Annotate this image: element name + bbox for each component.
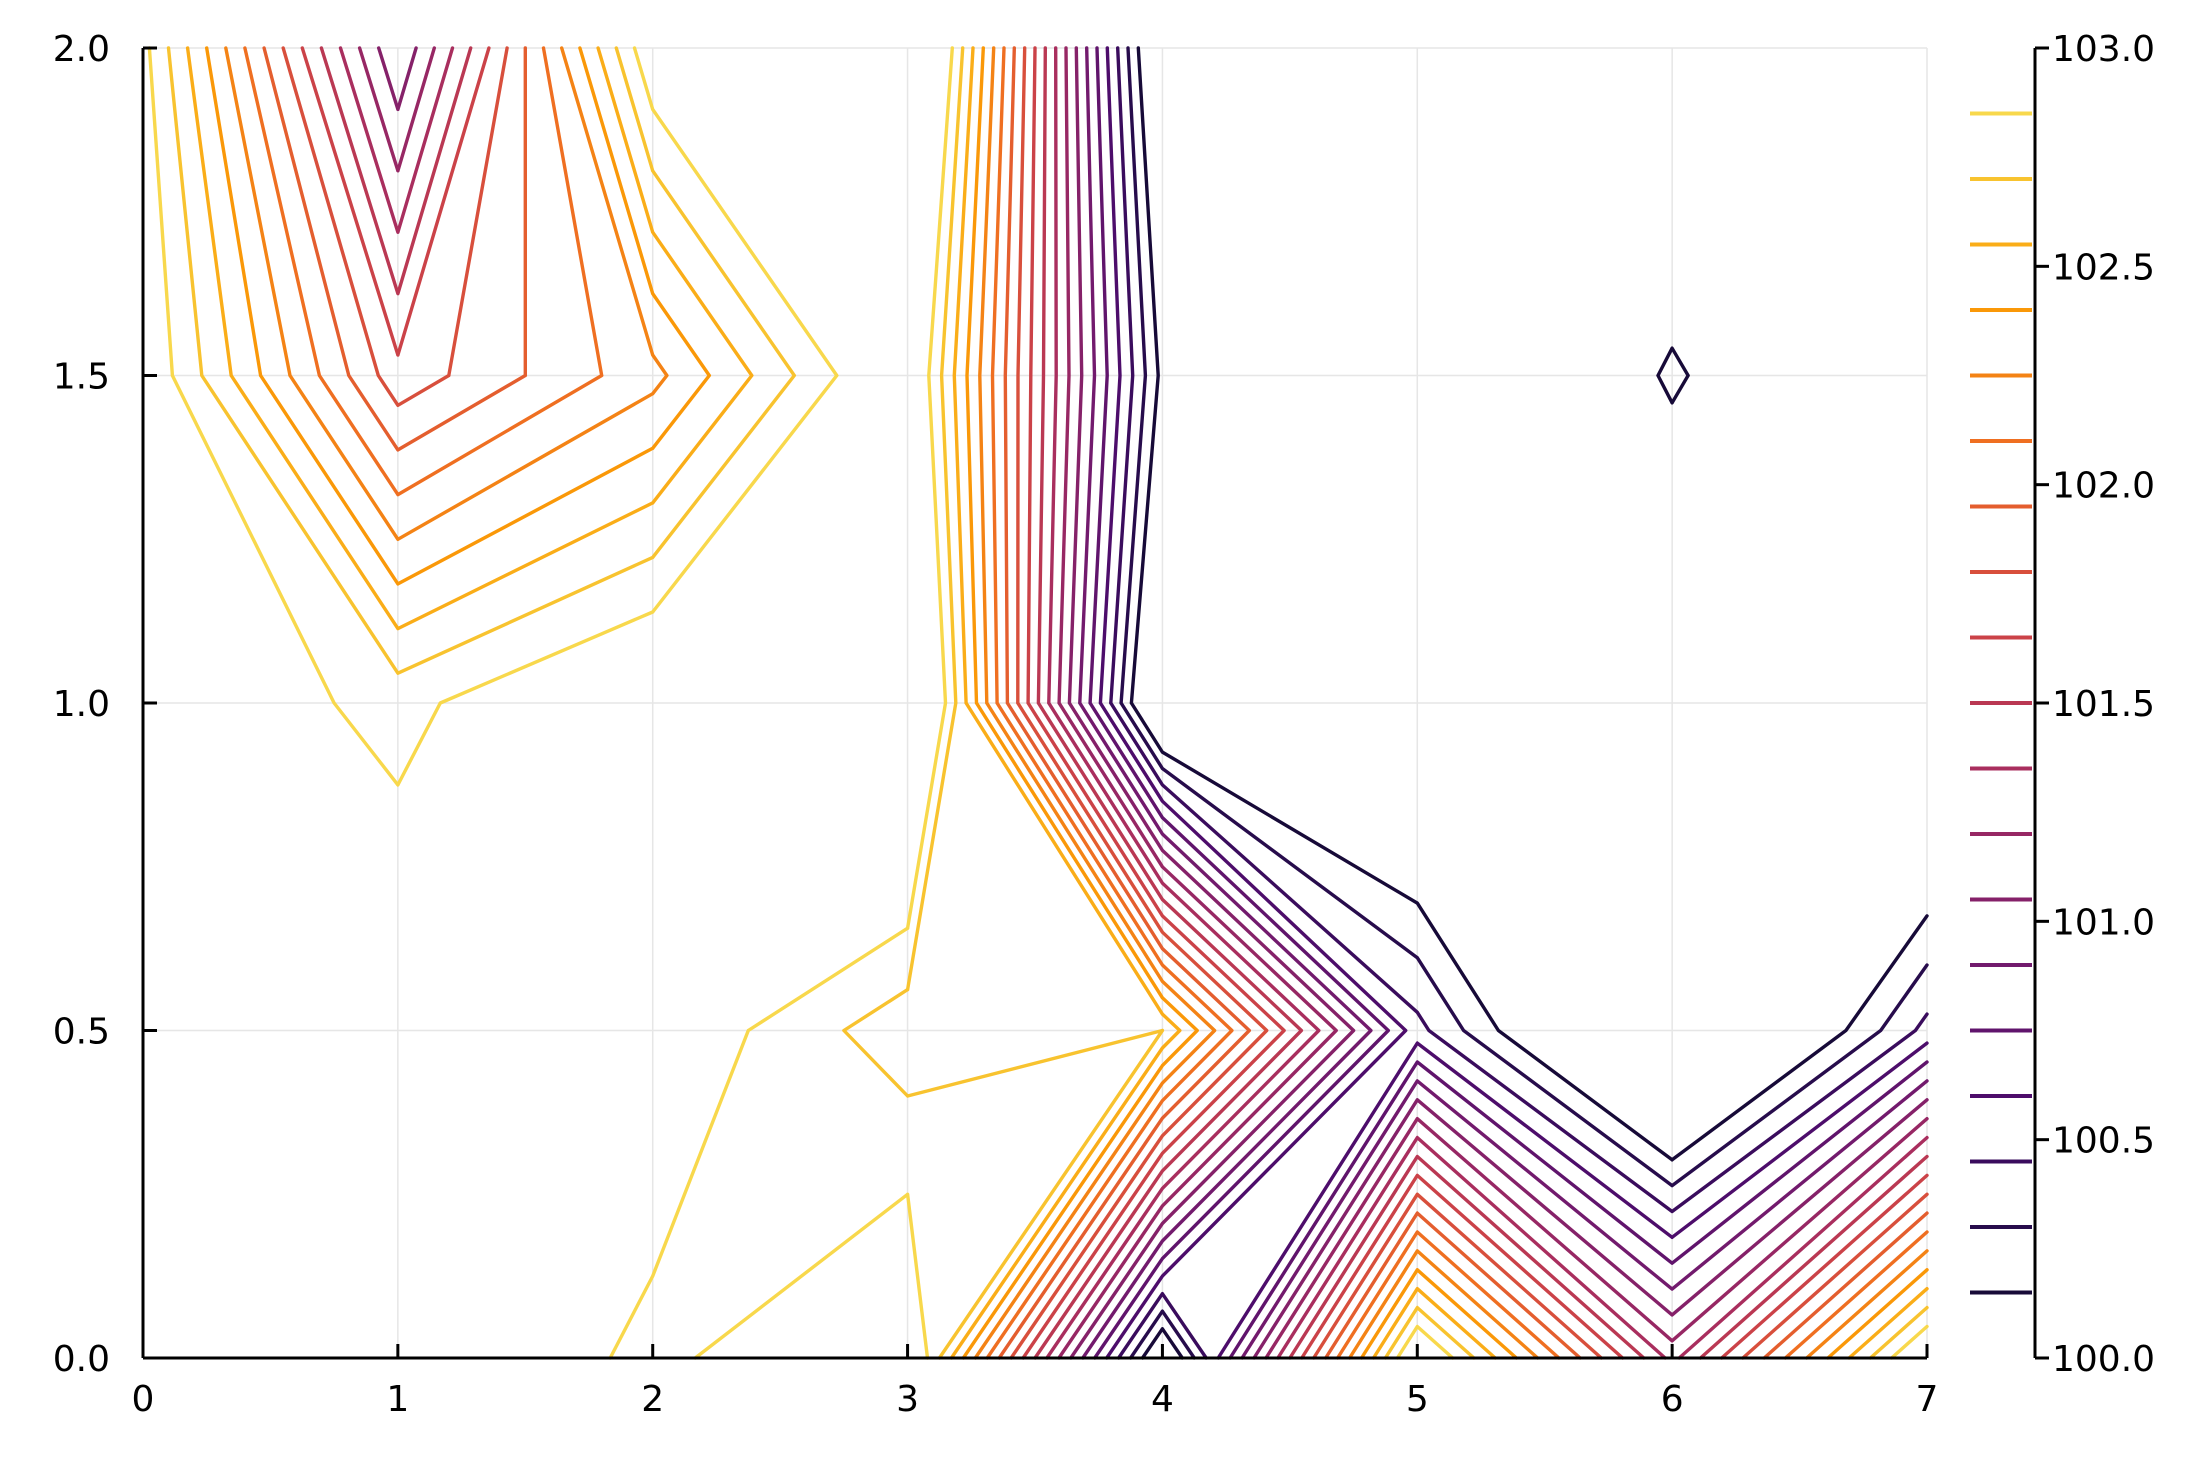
- colorbar: 100.0 100.5 101.0 101.5 102.0 102.5 103.0: [1970, 29, 2155, 1380]
- y-tick-label-4: 2.0: [53, 29, 110, 70]
- contour-level-17: [166, 46, 1929, 1360]
- x-tick-label-7: 7: [1916, 1379, 1939, 1420]
- y-tick-label-2: 1.0: [53, 684, 110, 725]
- contour-lines: [147, 46, 1929, 1360]
- contour-level-3: [1098, 46, 1929, 1360]
- contour-level-13: [243, 46, 1929, 1360]
- contour-level-16: [185, 46, 1929, 1360]
- colorbar-tick-label-5: 102.5: [2052, 247, 2155, 288]
- contour-level-14: [224, 46, 1929, 1360]
- x-tick-label-1: 1: [386, 1379, 409, 1420]
- grid-lines: [142, 47, 1928, 1359]
- x-tick-label-4: 4: [1151, 1379, 1174, 1420]
- contour-level-2: [1109, 46, 1929, 1360]
- contour-level-15: [205, 46, 1929, 1360]
- colorbar-tick-label-2: 101.0: [2052, 902, 2155, 943]
- x-tick-label-0: 0: [132, 1379, 155, 1420]
- contour-level-10: [300, 46, 1929, 1360]
- contour-level-11: [281, 46, 1929, 1360]
- y-tick-label-3: 1.5: [53, 357, 110, 398]
- contour-level-18: [147, 46, 1929, 1360]
- x-tick-label-6: 6: [1661, 1379, 1684, 1420]
- y-tick-label-1: 0.5: [53, 1012, 110, 1053]
- contour-level-9: [319, 46, 1929, 1360]
- contour-level-1: [1119, 46, 1929, 1360]
- contour-level-8: [338, 46, 1929, 1360]
- colorbar-tick-label-1: 100.5: [2052, 1121, 2155, 1162]
- x-tick-label-5: 5: [1406, 1379, 1429, 1420]
- contour-level-5: [1078, 46, 1929, 1360]
- x-tick-label-2: 2: [641, 1379, 664, 1420]
- contour-level-12: [262, 46, 1929, 1360]
- colorbar-tick-label-4: 102.0: [2052, 466, 2155, 507]
- contour-level-7: [357, 46, 1929, 1360]
- x-tick-label-3: 3: [896, 1379, 919, 1420]
- colorbar-tick-label-6: 103.0: [2052, 29, 2155, 70]
- colorbar-tick-label-3: 101.5: [2052, 684, 2155, 725]
- contour-level-6: [377, 46, 1929, 1360]
- axes: 0 1 2 3 4 5 6 7 0.0 0.5 1.0 1.5 2.0: [53, 29, 1939, 1420]
- contour-level-4: [1088, 46, 1929, 1360]
- contour-level-0: [1129, 46, 1929, 1360]
- colorbar-tick-label-0: 100.0: [2052, 1339, 2155, 1380]
- y-tick-label-0: 0.0: [53, 1339, 110, 1380]
